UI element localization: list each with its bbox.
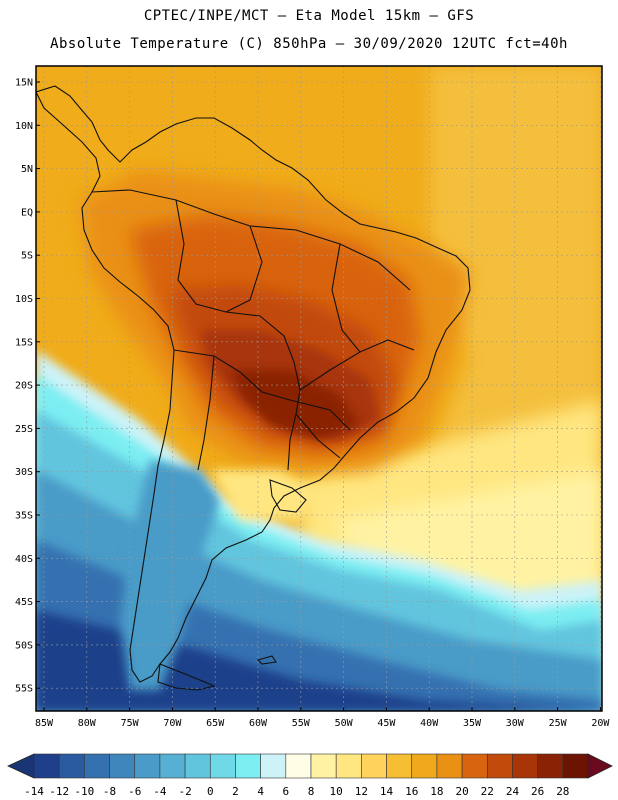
lat-label: 20S <box>15 381 33 392</box>
colorbar-cell <box>209 753 236 779</box>
colorbar-label: 8 <box>308 785 315 798</box>
colorbar-cell <box>537 753 564 779</box>
lon-label: 30W <box>506 718 525 729</box>
lon-label: 85W <box>35 718 54 729</box>
lon-label: 60W <box>249 718 268 729</box>
colorbar-cell <box>260 753 287 779</box>
colorbar-cell <box>512 753 538 779</box>
colorbar-label: 24 <box>506 785 520 798</box>
temperature-field <box>36 66 602 711</box>
lat-label: 50S <box>15 640 33 651</box>
lat-label: 10N <box>15 121 33 132</box>
colorbar-label: 6 <box>283 785 290 798</box>
colorbar-labels: -14 -12 -10 -8 -6 -4 -2 0 2 4 6 8 10 12 14 16 18 20 22 24 26… <box>24 785 569 798</box>
lon-label: 65W <box>206 718 225 729</box>
lat-label: 30S <box>15 467 33 478</box>
map-title-line-2: Absolute Temperature (C) 850hPa – 30/09/… <box>50 36 568 52</box>
colorbar-cell <box>33 753 60 779</box>
lon-label: 75W <box>121 718 140 729</box>
colorbar-cell <box>84 753 110 779</box>
coastline-borders <box>36 85 471 691</box>
lat-label: 10S <box>15 294 33 305</box>
colorbar-label: -12 <box>49 785 69 798</box>
colorbar-label: 12 <box>355 785 368 798</box>
lon-label: 50W <box>335 718 354 729</box>
lat-label: 25S <box>15 424 33 435</box>
colorbar-label: 20 <box>455 785 468 798</box>
colorbar-cell <box>335 753 362 779</box>
map-frame <box>35 65 603 712</box>
lon-label: 45W <box>377 718 396 729</box>
colorbar-cell <box>411 753 438 779</box>
colorbar-label: 14 <box>380 785 394 798</box>
colorbar-label: 18 <box>430 785 443 798</box>
lon-label: 20W <box>591 718 610 729</box>
colorbar-label: -14 <box>24 785 44 798</box>
lon-label: 25W <box>549 718 568 729</box>
colorbar-label: -4 <box>153 785 167 798</box>
colorbar-cell <box>461 753 488 779</box>
colorbar-label: -2 <box>178 785 191 798</box>
lat-label: 15N <box>15 78 33 89</box>
colorbar-cell <box>109 753 136 779</box>
colorbar-cell <box>285 753 312 779</box>
colorbar-cell <box>235 753 261 779</box>
graticule-lines <box>36 66 602 711</box>
lat-label: 45S <box>15 597 33 608</box>
colorbar-cell <box>562 753 589 779</box>
lat-label: 5N <box>21 164 33 175</box>
lon-label: 70W <box>163 718 182 729</box>
colorbar-cell <box>184 753 211 779</box>
colorbar-label: 22 <box>481 785 494 798</box>
lon-label: 40W <box>420 718 439 729</box>
colorbar-label: 2 <box>232 785 239 798</box>
colorbar-label: 26 <box>531 785 544 798</box>
colorbar-label: 16 <box>405 785 418 798</box>
colorbar-cell <box>436 753 463 779</box>
colorbar-label: 0 <box>207 785 214 798</box>
lon-label: 35W <box>463 718 482 729</box>
colorbar-cell <box>58 753 85 779</box>
latitude-labels: 15N 10N 5N EQ 5S 10S 15S 20S 25S 30S 35S 40S 45S 50S 5… <box>15 78 40 695</box>
lon-label: 55W <box>292 718 311 729</box>
lat-label: 55S <box>15 684 33 695</box>
lat-label: EQ <box>21 207 33 218</box>
colorbar-cells <box>33 753 589 779</box>
lon-label: 80W <box>78 718 97 729</box>
colorbar-low-arrow <box>7 753 35 779</box>
colorbar-cell <box>159 753 186 779</box>
map-title-line-1: CPTEC/INPE/MCT – Eta Model 15km – GFS <box>143 8 475 24</box>
lat-label: 15S <box>15 337 33 348</box>
colorbar-cell <box>386 753 413 779</box>
lat-label: 5S <box>21 251 33 262</box>
colorbar-cell <box>310 753 337 779</box>
colorbar-label: 4 <box>257 785 264 798</box>
lat-label: 40S <box>15 554 33 565</box>
colorbar-cell <box>486 753 513 779</box>
colorbar-label: -10 <box>74 785 94 798</box>
lat-label: 35S <box>15 511 33 522</box>
colorbar-cell <box>361 753 387 779</box>
colorbar-label: 10 <box>330 785 343 798</box>
colorbar-cell <box>134 753 161 779</box>
colorbar-label: -8 <box>103 785 116 798</box>
colorbar: -14 -12 -10 -8 -6 -4 -2 0 2 4 6 8 10 12 14 16 18 20 22 24 26… <box>7 753 613 798</box>
colorbar-high-arrow <box>587 753 613 779</box>
colorbar-label: -6 <box>128 785 141 798</box>
colorbar-label: 28 <box>556 785 569 798</box>
longitude-labels: 85W 80W 75W 70W 65W 60W 55W 50W 45W 40W 35W 30W 25W 2… <box>35 707 610 729</box>
